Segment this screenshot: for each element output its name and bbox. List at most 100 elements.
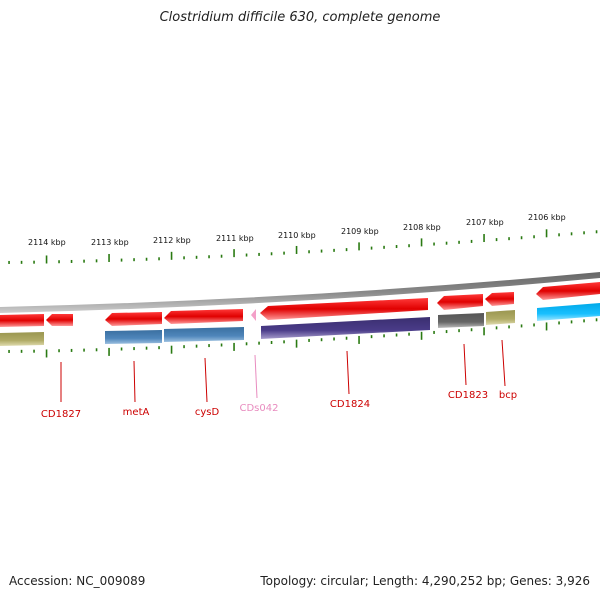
gene-block[interactable] — [537, 303, 600, 321]
ruler-tick — [283, 251, 285, 255]
ruler-tick — [270, 252, 273, 256]
cds-arrow[interactable] — [164, 309, 243, 324]
ruler-tick — [583, 231, 585, 235]
ruler-tick — [408, 244, 410, 248]
gene-label[interactable]: metA — [123, 407, 150, 418]
cds-arrow[interactable] — [485, 292, 514, 306]
ruler-tick — [20, 349, 23, 353]
ruler-tick — [108, 347, 110, 356]
cds-arrow[interactable] — [46, 314, 73, 326]
leader-line — [501, 339, 506, 387]
leader-line — [254, 354, 258, 399]
ruler-tick — [583, 319, 585, 323]
ruler-tick — [470, 328, 473, 332]
ruler-label: 2107 kbp — [466, 218, 504, 227]
ruler-tick — [320, 338, 323, 342]
cds-arrow[interactable] — [251, 309, 256, 321]
gene-block[interactable] — [164, 327, 244, 342]
ruler-tick — [345, 248, 348, 252]
ruler-tick — [45, 349, 48, 358]
ruler-tick — [520, 236, 523, 240]
ruler-tick — [370, 246, 373, 250]
ruler-tick — [520, 324, 523, 328]
ruler-tick — [558, 233, 560, 237]
ruler-tick — [533, 323, 535, 327]
ruler-tick — [270, 341, 273, 344]
ruler-tick — [8, 260, 10, 264]
ruler-tick — [58, 349, 60, 353]
gene-label[interactable]: CD1827 — [41, 409, 81, 420]
ruler-tick — [433, 242, 435, 246]
ruler-tick — [595, 230, 598, 234]
genome-backbone — [0, 272, 600, 313]
gene-block[interactable] — [261, 317, 430, 339]
ruler-tick — [433, 330, 435, 334]
gene-block[interactable] — [438, 313, 484, 328]
gene-label[interactable]: bcp — [499, 390, 517, 401]
cds-arrow[interactable] — [260, 298, 428, 320]
ruler-tick — [258, 252, 260, 256]
ruler-tick — [420, 238, 423, 247]
ruler-tick — [145, 257, 148, 261]
gene-label[interactable]: CD1823 — [448, 390, 488, 401]
ruler-tick — [420, 331, 423, 340]
cds-arrow[interactable] — [437, 294, 483, 310]
leader-line — [204, 357, 208, 403]
ruler-label: 2110 kbp — [278, 231, 316, 240]
ruler-tick — [158, 257, 160, 261]
ruler-tick — [133, 347, 135, 351]
ruler-ticks-bottom — [8, 318, 598, 358]
ruler-tick — [70, 348, 73, 352]
ruler-tick — [483, 327, 485, 336]
leader-line — [346, 350, 350, 395]
ruler-tick — [545, 229, 548, 238]
ruler-tick — [533, 235, 535, 239]
ruler-tick — [83, 348, 85, 352]
ruler-tick — [295, 339, 298, 348]
ruler-tick — [258, 341, 260, 345]
ruler-tick — [95, 259, 98, 263]
ruler-tick — [395, 245, 398, 249]
cds-arrow[interactable] — [105, 312, 162, 326]
ruler-label: 2112 kbp — [153, 236, 191, 245]
ruler-tick — [508, 237, 510, 241]
ruler-tick — [308, 250, 310, 254]
ruler-tick — [308, 338, 310, 342]
ruler-tick — [558, 321, 560, 325]
ruler-tick — [570, 320, 573, 324]
ruler-tick — [508, 325, 510, 329]
ruler-tick — [220, 343, 223, 347]
ruler-tick — [70, 259, 73, 263]
gene-block[interactable] — [105, 330, 162, 344]
ruler-tick — [158, 346, 160, 350]
ruler-tick — [395, 333, 398, 337]
ruler-tick — [33, 349, 35, 353]
gene-label[interactable]: cysD — [195, 407, 220, 418]
ruler-tick — [470, 239, 473, 243]
ruler-tick — [170, 345, 173, 354]
ruler-tick — [595, 318, 598, 322]
ruler-tick — [570, 232, 573, 236]
ruler-tick — [183, 256, 185, 260]
cds-arrow[interactable] — [536, 282, 600, 300]
ruler-tick — [33, 260, 35, 264]
ruler-label: 2114 kbp — [28, 238, 66, 247]
ruler-tick — [245, 342, 248, 346]
gene-block[interactable] — [486, 310, 515, 325]
ruler-tick — [283, 340, 285, 344]
gene-label[interactable]: CD1824 — [330, 399, 370, 410]
ruler-tick — [245, 253, 248, 257]
ruler-label: 2111 kbp — [216, 234, 254, 243]
ruler-tick — [208, 344, 210, 348]
ruler-tick — [358, 335, 360, 344]
cds-arrow[interactable] — [0, 314, 44, 327]
ruler-tick — [120, 347, 123, 351]
gene-block[interactable] — [0, 332, 44, 346]
ruler-ticks-top — [8, 229, 598, 264]
ruler-tick — [495, 326, 498, 330]
ruler-tick — [145, 346, 148, 350]
ruler-tick — [383, 334, 385, 338]
genome-summary-text: Topology: circular; Length: 4,290,252 bp… — [260, 574, 590, 588]
ruler-label: 2113 kbp — [91, 238, 129, 247]
gene-label[interactable]: CDs042 — [240, 403, 279, 414]
